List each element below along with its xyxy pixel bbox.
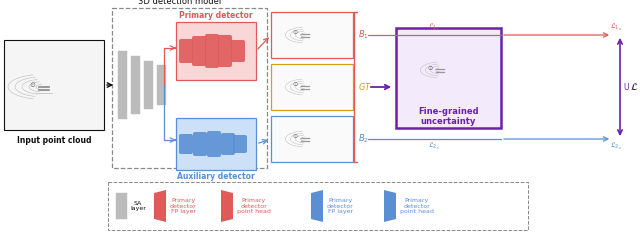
Bar <box>176 118 256 170</box>
Text: $B_1$: $B_1$ <box>358 29 369 41</box>
Bar <box>118 51 127 119</box>
Text: Primary detector: Primary detector <box>179 11 253 20</box>
Text: U: U <box>623 82 628 92</box>
FancyBboxPatch shape <box>207 131 221 157</box>
Text: ⊙: ⊙ <box>29 82 35 88</box>
Bar <box>116 193 127 219</box>
Text: ⊙: ⊙ <box>293 82 298 87</box>
Polygon shape <box>154 190 166 222</box>
Text: Fine-grained: Fine-grained <box>418 107 479 116</box>
FancyBboxPatch shape <box>193 132 207 156</box>
Text: uncertainty: uncertainty <box>421 117 476 126</box>
Text: $\mathcal{L}$: $\mathcal{L}$ <box>630 81 638 93</box>
Polygon shape <box>311 190 323 222</box>
Text: Input point cloud: Input point cloud <box>17 136 92 145</box>
Bar <box>108 182 528 230</box>
Polygon shape <box>221 190 233 222</box>
Bar <box>131 56 140 114</box>
Text: Auxiliary detector: Auxiliary detector <box>177 172 255 181</box>
FancyBboxPatch shape <box>218 35 232 67</box>
Bar <box>396 28 501 128</box>
FancyBboxPatch shape <box>179 39 193 63</box>
Text: $GT$: $GT$ <box>358 81 372 93</box>
FancyBboxPatch shape <box>192 36 206 66</box>
Polygon shape <box>384 190 396 222</box>
FancyBboxPatch shape <box>179 134 193 154</box>
Text: Primary
detector
FP layer: Primary detector FP layer <box>327 198 354 214</box>
Bar <box>271 64 353 110</box>
Text: ⊙: ⊙ <box>428 66 433 71</box>
FancyBboxPatch shape <box>231 40 245 62</box>
FancyBboxPatch shape <box>221 133 235 155</box>
Text: Primary
detector
FP layer: Primary detector FP layer <box>170 198 196 214</box>
Bar <box>176 22 256 80</box>
Text: $\mathcal{L}_{1_u}$: $\mathcal{L}_{1_u}$ <box>610 22 622 33</box>
Text: ⊙: ⊙ <box>293 31 298 35</box>
FancyBboxPatch shape <box>205 34 219 68</box>
Text: ⊙: ⊙ <box>293 134 298 140</box>
Text: Primary
detector
point head: Primary detector point head <box>400 198 434 214</box>
FancyBboxPatch shape <box>233 135 247 153</box>
Bar <box>4 40 104 130</box>
Bar <box>271 116 353 162</box>
Bar <box>157 65 166 105</box>
Bar <box>271 12 353 58</box>
Text: 3D detection model: 3D detection model <box>138 0 221 6</box>
Text: $\mathcal{L}_{2_s}$: $\mathcal{L}_{2_s}$ <box>428 141 440 152</box>
Bar <box>112 8 267 168</box>
Text: $\mathcal{L}_{1_s}$: $\mathcal{L}_{1_s}$ <box>428 22 440 33</box>
Text: $B_2$: $B_2$ <box>358 133 369 145</box>
Bar <box>144 61 153 109</box>
Text: $\mathcal{L}_{2_u}$: $\mathcal{L}_{2_u}$ <box>610 141 622 152</box>
Text: Primary
detector
point head: Primary detector point head <box>237 198 271 214</box>
Text: SA
layer: SA layer <box>130 201 146 211</box>
